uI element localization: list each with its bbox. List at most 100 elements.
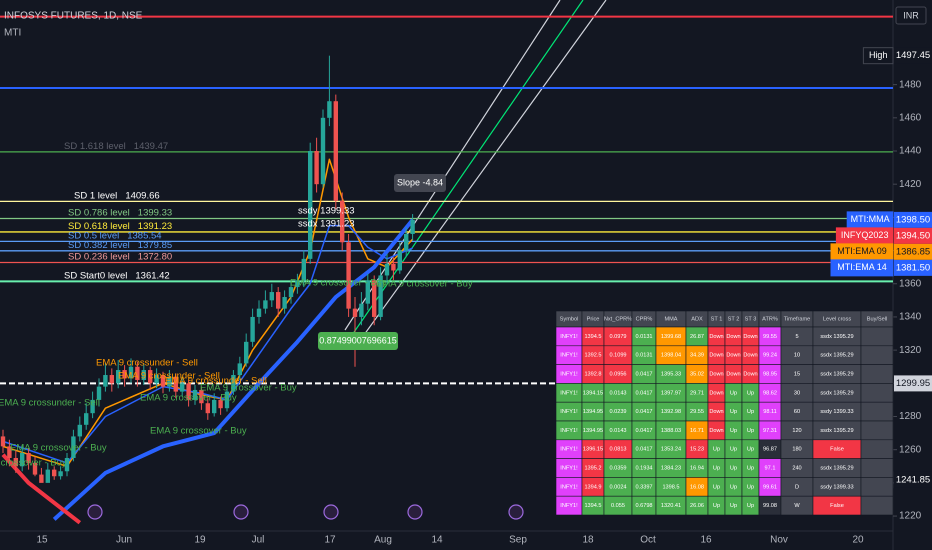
title: INFOSYS FUTURES, 1D, NSE	[4, 11, 143, 22]
sd-level-value: 1385.54	[127, 230, 161, 241]
table-cell: 15	[794, 371, 800, 377]
indicator: MTI	[4, 28, 21, 39]
candle-body	[167, 376, 172, 387]
candle-body	[301, 258, 306, 281]
table-cell: 1394.15	[583, 390, 603, 396]
table-cell: 1395.33	[661, 371, 681, 377]
table-cell: Down	[726, 353, 740, 359]
candle-body	[77, 424, 82, 437]
badge-value: 1394.50	[896, 230, 930, 241]
badge-label-box	[862, 47, 894, 65]
x-tick-label: 17	[324, 535, 336, 546]
table-cell: 97.1	[765, 465, 776, 471]
badge-value-box	[894, 375, 932, 392]
table-cell: 1394.95	[583, 428, 603, 434]
candle-body	[58, 471, 63, 477]
candle-body	[103, 375, 108, 387]
candle-body	[180, 383, 185, 392]
table-header: ATR%	[762, 316, 778, 322]
candle-body	[352, 308, 358, 317]
table-header: ST 2	[728, 316, 740, 322]
table-cell: Down	[726, 334, 740, 340]
indicator-line	[52, 218, 415, 521]
table-cell: 99.55	[763, 334, 777, 340]
table-cell: 99.24	[763, 353, 777, 359]
badge-label: INFYQ2023	[841, 230, 889, 240]
table-cell: 16.94	[690, 465, 704, 471]
table-cell: Up	[730, 484, 737, 490]
table-cell: INFY1!	[560, 428, 578, 434]
table-cell: 1394.95	[583, 409, 603, 415]
table-cell: 1394.9	[584, 484, 601, 490]
table-cell: INFY1!	[560, 353, 578, 359]
candle-body	[327, 101, 332, 118]
table-cell: Up	[730, 447, 737, 453]
table-header: Level cross	[823, 316, 851, 322]
table-cell: Up	[730, 465, 737, 471]
table-cell: INFY1!	[560, 334, 578, 340]
table-cell: 0.0956	[609, 371, 626, 377]
table-cell: 1392.8	[584, 371, 601, 377]
table-cell: Down	[709, 334, 723, 340]
table-cell: 99.08	[763, 503, 777, 509]
table-cell: 0.0143	[609, 390, 626, 396]
candle-body	[141, 370, 146, 380]
badge-label: MTI:EMA 14	[837, 262, 887, 272]
table-cell: 0.0417	[635, 390, 652, 396]
candle-body	[212, 399, 217, 414]
candle-body	[288, 287, 294, 298]
table-cell: ssdx 1395.29	[820, 334, 853, 340]
table-cell: 0.0239	[609, 409, 626, 415]
table-cell: W	[794, 503, 800, 509]
candle-body	[71, 436, 76, 458]
table-cell-bg	[860, 401, 894, 422]
currency[interactable]: INR	[903, 10, 919, 20]
candle-body	[116, 370, 121, 384]
currency-box[interactable]	[895, 6, 927, 25]
table-cell: Up	[747, 390, 754, 396]
table-cell: 29.71	[690, 390, 704, 396]
table-cell: 10	[794, 353, 800, 359]
table-cell: 0.0417	[635, 371, 652, 377]
annotation: EMA 9 crossover - Buy	[376, 279, 473, 290]
candle-body	[314, 151, 319, 185]
annotation: ssdx 1391.23	[298, 219, 355, 230]
candle-body	[160, 375, 166, 387]
candle-body	[295, 280, 300, 288]
table-cell-bg	[860, 439, 894, 459]
badge-value-box	[894, 243, 932, 260]
x-tick-label: Aug	[374, 535, 392, 546]
sd-level-label: SD 0.618 level 1391.23	[68, 220, 172, 231]
candle-body	[237, 363, 242, 376]
candle-body	[205, 403, 210, 414]
annotation: EMA 9 crossover - Buy	[200, 383, 297, 394]
table-cell: INFY1!	[560, 465, 578, 471]
table-cell: 0.0359	[609, 465, 626, 471]
table-cell-bg	[860, 383, 894, 403]
y-tick-label: 1280	[899, 411, 922, 422]
table-cell: False	[830, 447, 844, 453]
table-cell: 16.08	[690, 484, 704, 490]
table-header: Price	[587, 316, 600, 322]
table-cell-bg	[860, 477, 894, 497]
y-tick-label: 1460	[899, 112, 922, 123]
table-cell: ssdx 1395.29	[820, 371, 853, 377]
candle-body	[320, 117, 326, 185]
table-cell: Down	[709, 428, 723, 434]
table-cell: 35.02	[690, 371, 704, 377]
candle-body	[250, 316, 255, 342]
table-cell: 29.55	[690, 409, 704, 415]
candle-body	[186, 383, 191, 400]
candle-body	[32, 462, 38, 475]
candle-body	[135, 366, 140, 380]
annotation: ssdy 1399.33	[298, 206, 355, 217]
candle-body	[173, 376, 178, 392]
sd-level-label: SD 0.5 level 1385.54	[68, 230, 162, 241]
badge-value: 1497.45	[896, 50, 930, 61]
table-cell: Up	[730, 503, 737, 509]
table-header: MMA	[664, 316, 677, 322]
table-cell: Up	[747, 503, 754, 509]
y-tick-label: 1440	[899, 146, 922, 157]
candle-body	[276, 292, 281, 309]
